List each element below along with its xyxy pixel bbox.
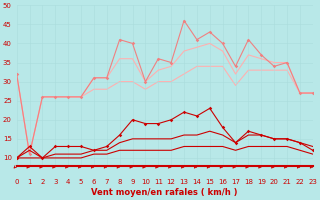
X-axis label: Vent moyen/en rafales ( km/h ): Vent moyen/en rafales ( km/h ) xyxy=(92,188,238,197)
